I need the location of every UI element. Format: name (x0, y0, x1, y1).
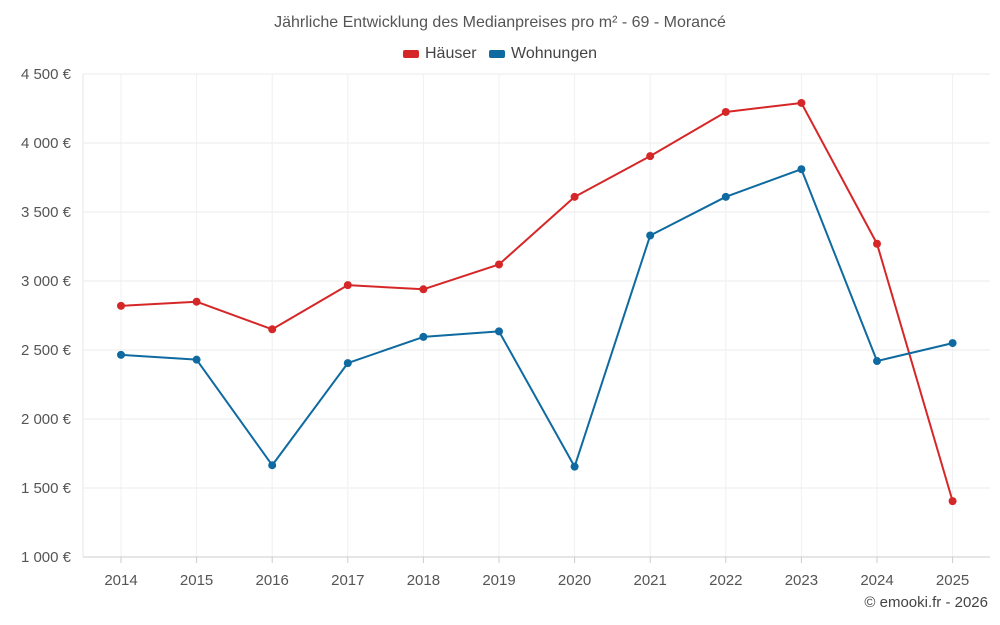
y-tick-label: 4 000 € (21, 135, 72, 152)
data-point-haeuser (419, 285, 428, 294)
x-tick-label: 2021 (634, 572, 667, 589)
legend-item-haeuser[interactable]: Häuser (402, 45, 477, 63)
legend-swatch-haeuser (402, 50, 419, 58)
data-point-haeuser (117, 301, 125, 310)
legend-swatch-wohnungen (489, 50, 506, 58)
x-tick-label: 2025 (936, 572, 969, 589)
x-tick-label: 2022 (709, 572, 742, 589)
data-point-wohnungen (797, 165, 806, 174)
data-point-wohnungen (948, 339, 957, 348)
data-point-haeuser (570, 192, 579, 201)
series-line-wohnungen (120, 168, 953, 468)
data-point-wohnungen (268, 461, 277, 470)
x-tick-label: 2018 (407, 572, 440, 589)
y-tick-label: 3 000 € (21, 273, 72, 290)
y-tick-label: 1 000 € (21, 549, 72, 566)
data-point-wohnungen (646, 231, 655, 240)
data-point-haeuser (343, 281, 352, 290)
y-tick-label: 2 500 € (21, 342, 72, 359)
x-tick-label: 2024 (860, 572, 893, 589)
grid (83, 73, 990, 557)
chart-title: Jährliche Entwicklung des Medianpreises … (274, 14, 726, 31)
data-point-haeuser (646, 152, 655, 161)
data-point-wohnungen (570, 462, 579, 471)
data-point-wohnungen (343, 359, 352, 368)
credit: © emooki.fr - 2026 (864, 594, 988, 611)
legend: Häuser Wohnungen (0, 45, 1000, 63)
series-line-haeuser (120, 101, 954, 502)
data-point-wohnungen (721, 192, 730, 201)
series-layer (117, 98, 957, 506)
x-tick-label: 2023 (785, 572, 818, 589)
data-point-haeuser (268, 325, 277, 334)
data-point-haeuser (721, 107, 730, 116)
data-point-haeuser (192, 297, 201, 306)
legend-item-wohnungen[interactable]: Wohnungen (489, 45, 597, 63)
y-tick-label: 1 500 € (21, 480, 72, 497)
data-point-haeuser (797, 98, 806, 107)
data-point-haeuser (948, 497, 957, 506)
data-point-wohnungen (873, 357, 881, 366)
y-tick-label: 3 500 € (21, 204, 72, 221)
data-point-wohnungen (419, 332, 428, 341)
data-point-wohnungen (192, 355, 201, 364)
data-point-haeuser (873, 239, 881, 248)
y-tick-label: 2 000 € (21, 411, 72, 428)
data-point-wohnungen (117, 350, 125, 359)
legend-label-wohnungen: Wohnungen (511, 45, 598, 62)
x-tick-label: 2015 (180, 572, 213, 589)
axes: 1 000 € 1 500 € 2 000 € 2 500 € 3 000 € 3 500… (21, 66, 990, 589)
data-point-wohnungen (495, 327, 503, 336)
legend-label-haeuser: Häuser (424, 45, 477, 62)
x-tick-label: 2020 (558, 572, 591, 589)
x-tick-label: 2016 (256, 572, 289, 589)
x-tick-label: 2017 (331, 572, 364, 589)
x-tick-label: 2014 (104, 572, 137, 589)
x-tick-label: 2019 (482, 572, 515, 589)
data-point-haeuser (495, 260, 503, 269)
y-tick-label: 4 500 € (21, 66, 72, 83)
